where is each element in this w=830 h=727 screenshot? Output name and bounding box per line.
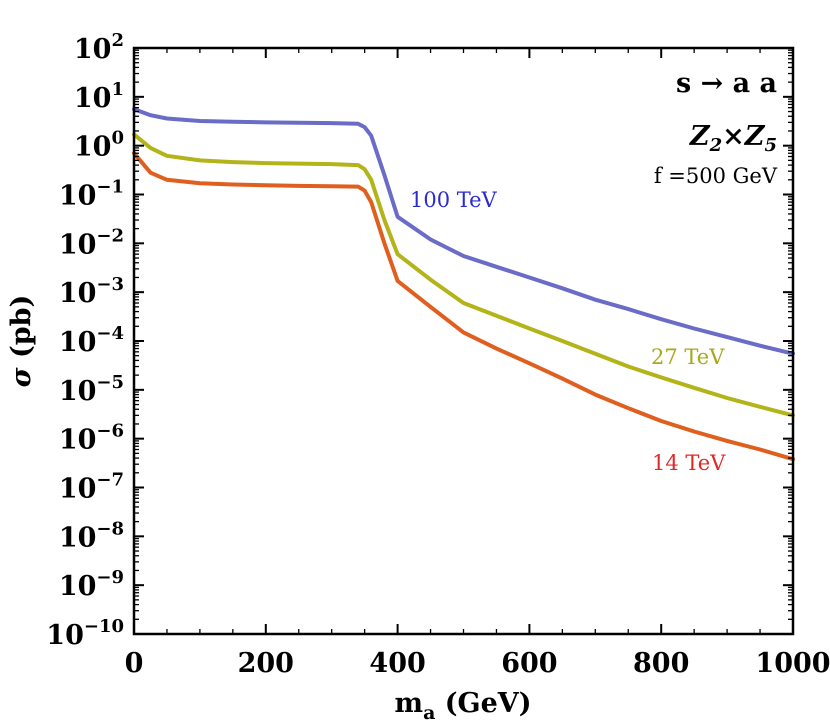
y-tick-label: 10−4 [59, 323, 124, 358]
symmetry-z5-sub: 5 [764, 135, 777, 156]
y-tick-base: 10 [59, 474, 97, 505]
x-tick-label: 600 [501, 648, 557, 679]
y-tick-label: 10−7 [59, 470, 124, 505]
y-tick-base: 10 [46, 620, 84, 651]
y-tick-exponent: −1 [96, 177, 124, 198]
y-tick-exponent: −2 [96, 225, 124, 246]
y-tick-exponent: −5 [96, 372, 124, 393]
series-label-14tev: 14 TeV [652, 451, 726, 475]
x-tick-label: 1000 [755, 648, 830, 679]
y-tick-label: 10−5 [59, 372, 124, 407]
y-tick-exponent: −3 [96, 274, 124, 295]
y-tick-exponent: 1 [111, 79, 124, 100]
process-annotation: s → a a [676, 68, 777, 99]
y-tick-exponent: −6 [96, 421, 124, 442]
x-tick-label: 200 [238, 648, 294, 679]
y-tick-base: 10 [59, 229, 97, 260]
y-tick-label: 10−2 [59, 225, 124, 260]
y-tick-base: 10 [74, 83, 112, 114]
y-axis-title: σ (pb) [6, 295, 37, 388]
y-tick-label: 102 [74, 30, 124, 65]
y-tick-label: 10−3 [59, 274, 124, 309]
symmetry-z2-sub: 2 [709, 135, 723, 156]
x-tick-labels: 0 200 400 600 800 1000 [125, 648, 830, 679]
y-tick-base: 10 [59, 571, 97, 602]
y-tick-base: 10 [59, 181, 97, 212]
y-tick-base: 10 [74, 34, 112, 65]
x-axis-title-unit: (GeV) [435, 688, 531, 719]
y-tick-base: 10 [59, 376, 97, 407]
y-tick-exponent: −9 [96, 567, 124, 588]
series-line-14-tev [132, 151, 795, 462]
y-tick-base: 10 [74, 132, 112, 163]
series-line-100-tev [132, 107, 795, 356]
y-tick-label: 10−10 [46, 616, 124, 651]
y-tick-labels: 10210110010−110−210−310−410−510−610−710−… [46, 30, 124, 651]
y-tick-label: 100 [74, 128, 124, 163]
y-axis-unit: (pb) [6, 295, 37, 368]
y-tick-base: 10 [59, 278, 97, 309]
y-tick-exponent: −4 [96, 323, 124, 344]
y-tick-label: 10−1 [59, 177, 124, 212]
x-tick-label: 800 [633, 648, 689, 679]
y-tick-exponent: −7 [96, 470, 124, 491]
y-tick-label: 10−6 [59, 421, 124, 456]
symmetry-annotation: Z2×Z5 [689, 121, 777, 156]
series-layer [132, 107, 795, 462]
x-tick-label: 400 [369, 648, 425, 679]
y-tick-label: 101 [74, 79, 124, 114]
x-axis-title-sub: a [423, 702, 435, 724]
series-line-27-tev [132, 132, 795, 418]
series-label-27tev: 27 TeV [651, 345, 725, 369]
scale-annotation: f =500 GeV [654, 164, 778, 188]
y-tick-exponent: 2 [111, 30, 124, 51]
symmetry-times: × [722, 121, 745, 152]
y-tick-base: 10 [59, 522, 97, 553]
y-axis-symbol: σ [6, 367, 37, 387]
y-tick-label: 10−9 [59, 567, 124, 602]
y-tick-label: 10−8 [59, 518, 124, 553]
y-tick-base: 10 [59, 327, 97, 358]
series-label-100tev: 100 TeV [410, 188, 498, 212]
y-tick-exponent: −10 [84, 616, 124, 637]
y-tick-exponent: −8 [96, 518, 124, 539]
x-tick-label: 0 [125, 648, 144, 679]
symmetry-z2: Z [689, 121, 711, 152]
y-tick-base: 10 [59, 425, 97, 456]
x-axis-title: ma (GeV) [394, 688, 531, 724]
y-tick-exponent: 0 [111, 128, 124, 149]
x-axis-title-main: m [394, 688, 423, 719]
symmetry-z5: Z [744, 121, 766, 152]
plot-frame [132, 46, 795, 636]
